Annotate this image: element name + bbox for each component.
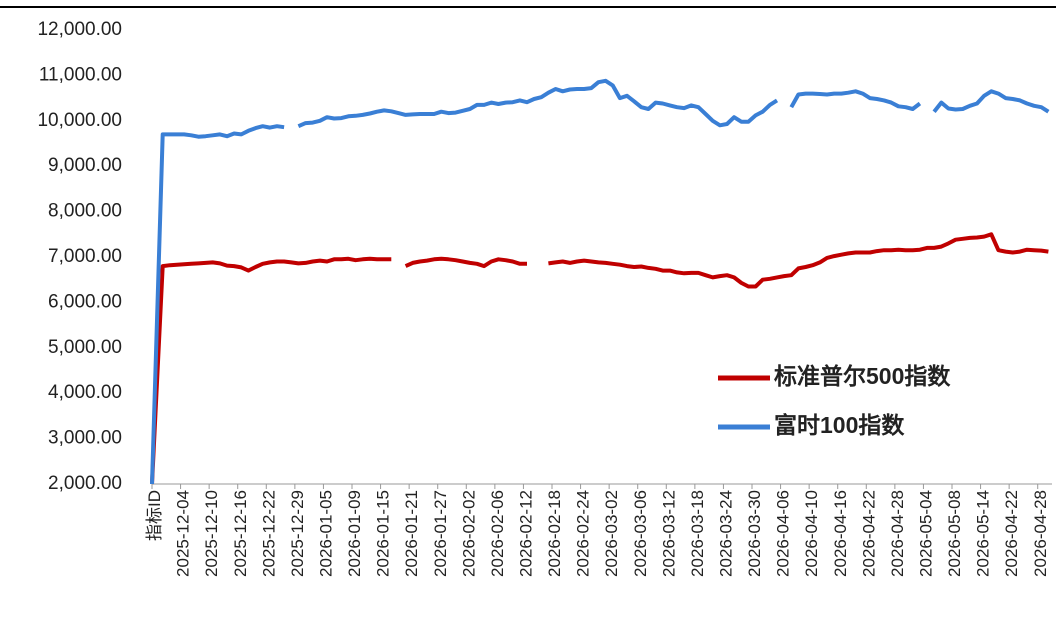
x-tick-label: 2025-12-29: [288, 490, 307, 577]
x-tick-label: 2026-05-14: [974, 490, 993, 577]
x-tick-label: 指标ID: [145, 490, 164, 541]
x-tick-label: 2026-02-02: [459, 490, 478, 577]
x-tick-label: 2026-02-06: [488, 490, 507, 577]
x-tick-label: 2025-12-16: [231, 490, 250, 577]
x-tick-label: 2026-04-06: [774, 490, 793, 577]
x-tick-label: 2026-04-28: [888, 490, 907, 577]
x-tick-label: 2026-04-10: [802, 490, 821, 577]
line-series: [150, 232, 1049, 485]
x-tick-label: 2026-04-28: [1031, 490, 1050, 577]
x-tick-label: 2026-02-12: [516, 490, 535, 577]
y-tick-label: 3,000.00: [48, 428, 122, 449]
y-tick-label: 4,000.00: [48, 382, 122, 403]
x-tick-label: 2026-01-05: [316, 490, 335, 577]
x-tick-label: 2026-01-27: [431, 490, 450, 577]
x-tick-label: 2026-01-15: [374, 490, 393, 577]
x-tick-label: 2026-03-06: [631, 490, 650, 577]
x-tick-label: 2026-02-24: [574, 490, 593, 577]
x-tick-label: 2026-03-02: [602, 490, 621, 577]
y-tick-label: 11,000.00: [39, 64, 122, 85]
line-series: [150, 78, 1050, 485]
x-tick-label: 2026-05-04: [916, 490, 935, 577]
x-tick-label: 2025-12-04: [174, 490, 193, 577]
legend-label: 富时100指数: [774, 412, 905, 438]
x-tick-label: 2026-03-24: [716, 490, 735, 577]
x-tick-label: 2026-04-22: [859, 490, 878, 577]
x-tick-label: 2026-03-30: [745, 490, 764, 577]
y-tick-label: 7,000.00: [48, 246, 122, 267]
y-tick-label: 10,000.00: [37, 110, 122, 131]
x-tick-label: 2026-01-21: [402, 490, 421, 577]
y-tick-label: 8,000.00: [48, 201, 122, 222]
x-tick-label: 2026-04-22: [1002, 490, 1021, 577]
x-tick-label: 2026-05-08: [945, 490, 964, 577]
x-tick-label: 2026-03-12: [659, 490, 678, 577]
x-tick-label: 2026-01-09: [345, 490, 364, 577]
y-tick-label: 2,000.00: [48, 473, 122, 494]
y-tick-label: 9,000.00: [48, 155, 122, 176]
x-tick-label: 2026-02-18: [545, 490, 564, 577]
x-tick-label: 2025-12-10: [202, 490, 221, 577]
y-tick-label: 6,000.00: [48, 291, 122, 312]
x-tick-label: 2026-04-16: [831, 490, 850, 577]
legend-label: 标准普尔500指数: [774, 363, 951, 389]
y-tick-label: 5,000.00: [48, 337, 122, 358]
x-tick-label: 2026-03-18: [688, 490, 707, 577]
y-tick-label: 12,000.00: [37, 19, 122, 40]
x-tick-label: 2025-12-22: [259, 490, 278, 577]
